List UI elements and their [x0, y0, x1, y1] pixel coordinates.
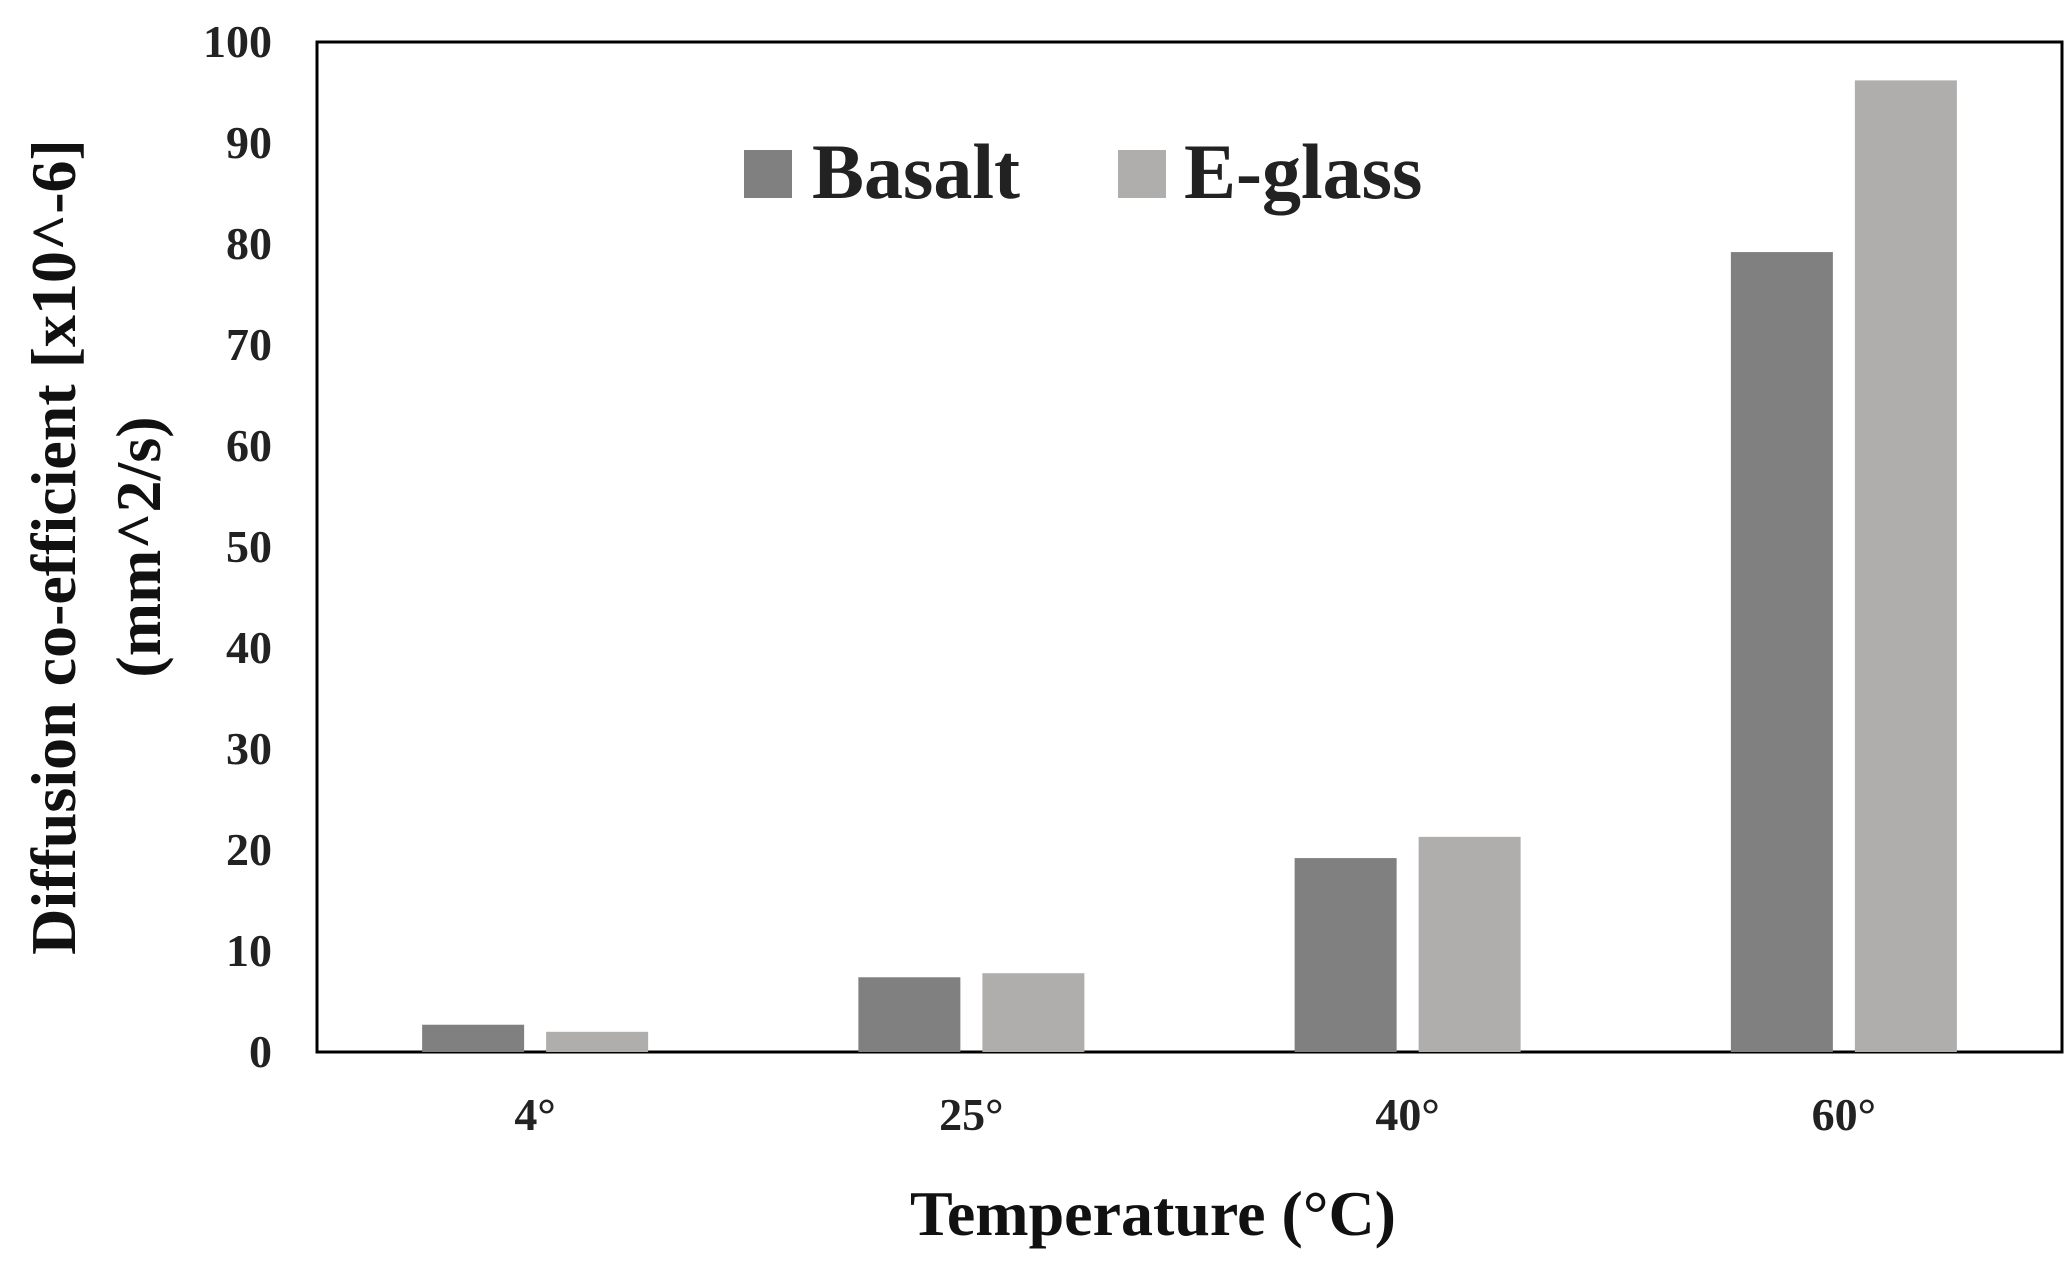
bar-e-glass-1 [982, 973, 1085, 1052]
bar-e-glass-2 [1418, 836, 1521, 1052]
bar-basalt-0 [422, 1024, 525, 1052]
y-tick-label: 50 [226, 521, 272, 572]
x-tick-label: 40° [1375, 1089, 1439, 1140]
x-tick-label: 60° [1812, 1089, 1876, 1140]
y-axis-title-line-1: Diffusion co-efficient [x10^-6] [18, 139, 89, 955]
legend-swatch-e-glass [1118, 150, 1166, 198]
bar-basalt-1 [858, 977, 961, 1052]
x-tick-label: 25° [939, 1089, 1003, 1140]
x-tick-label: 4° [514, 1089, 555, 1140]
legend-swatch-basalt [744, 150, 792, 198]
y-tick-label: 40 [226, 622, 272, 673]
y-axis-title-line-2: (mm^2/s) [103, 416, 174, 677]
bars-group [422, 80, 1957, 1052]
y-tick-label: 80 [226, 218, 272, 269]
y-axis-ticks: 0 10 20 30 40 50 60 70 80 90 100 [203, 16, 272, 1077]
bar-e-glass-0 [546, 1031, 649, 1052]
x-axis-ticks: 4° 25° 40° 60° [514, 1089, 1876, 1140]
y-tick-label: 20 [226, 824, 272, 875]
x-axis-title: Temperature (°C) [910, 1178, 1396, 1249]
bar-basalt-2 [1294, 858, 1397, 1052]
y-tick-label: 30 [226, 723, 272, 774]
y-tick-label: 0 [249, 1026, 272, 1077]
y-tick-label: 90 [226, 117, 272, 168]
legend: Basalt E-glass [744, 128, 1422, 215]
plot-frame [315, 40, 2064, 1054]
bar-e-glass-3 [1854, 80, 1957, 1052]
legend-label-e-glass: E-glass [1184, 128, 1422, 215]
y-tick-label: 70 [226, 319, 272, 370]
legend-label-basalt: Basalt [812, 128, 1020, 215]
y-tick-label: 10 [226, 925, 272, 976]
bar-basalt-3 [1730, 252, 1833, 1052]
y-tick-label: 100 [203, 16, 272, 67]
y-tick-label: 60 [226, 420, 272, 471]
